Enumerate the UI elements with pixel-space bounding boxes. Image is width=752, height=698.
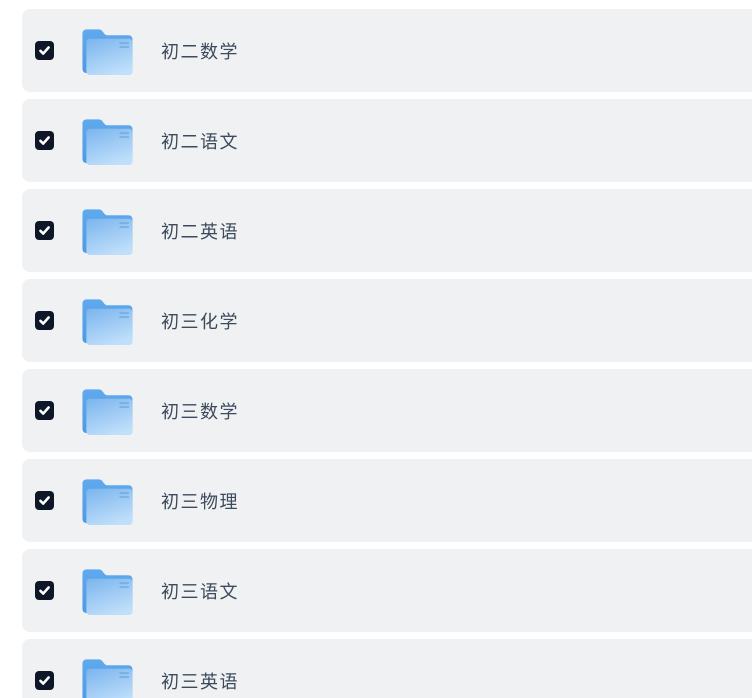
checkmark-icon — [39, 46, 50, 55]
folder-icon — [80, 563, 135, 618]
folder-row[interactable]: 初二语文 — [22, 99, 752, 182]
checkbox-checked[interactable] — [35, 491, 54, 510]
folder-row[interactable]: 初二数学 — [22, 9, 752, 92]
folder-row[interactable]: 初三英语 — [22, 639, 752, 698]
checkbox-checked[interactable] — [35, 311, 54, 330]
folder-icon — [80, 203, 135, 258]
checkbox-checked[interactable] — [35, 401, 54, 420]
folder-icon — [80, 113, 135, 168]
folder-icon — [80, 23, 135, 78]
folder-name: 初三数学 — [161, 401, 239, 422]
checkbox-checked[interactable] — [35, 671, 54, 690]
checkbox-checked[interactable] — [35, 221, 54, 240]
checkmark-icon — [39, 136, 50, 145]
folder-icon — [80, 473, 135, 528]
checkbox-checked[interactable] — [35, 581, 54, 600]
folder-row[interactable]: 初三物理 — [22, 459, 752, 542]
folder-row[interactable]: 初三语文 — [22, 549, 752, 632]
folder-row[interactable]: 初三数学 — [22, 369, 752, 452]
folder-name: 初三语文 — [161, 581, 239, 602]
checkbox-checked[interactable] — [35, 41, 54, 60]
checkbox-checked[interactable] — [35, 131, 54, 150]
folder-icon — [80, 293, 135, 348]
folder-name: 初二语文 — [161, 131, 239, 152]
checkmark-icon — [39, 496, 50, 505]
folder-row[interactable]: 初二英语 — [22, 189, 752, 272]
folder-icon — [80, 653, 135, 698]
checkmark-icon — [39, 316, 50, 325]
checkmark-icon — [39, 406, 50, 415]
folder-icon — [80, 383, 135, 438]
folder-name: 初二英语 — [161, 221, 239, 242]
checkmark-icon — [39, 226, 50, 235]
checkmark-icon — [39, 586, 50, 595]
folder-name: 初二数学 — [161, 41, 239, 62]
folder-name: 初三物理 — [161, 491, 239, 512]
folder-name: 初三化学 — [161, 311, 239, 332]
checkmark-icon — [39, 676, 50, 685]
folder-name: 初三英语 — [161, 671, 239, 692]
folder-row[interactable]: 初三化学 — [22, 279, 752, 362]
